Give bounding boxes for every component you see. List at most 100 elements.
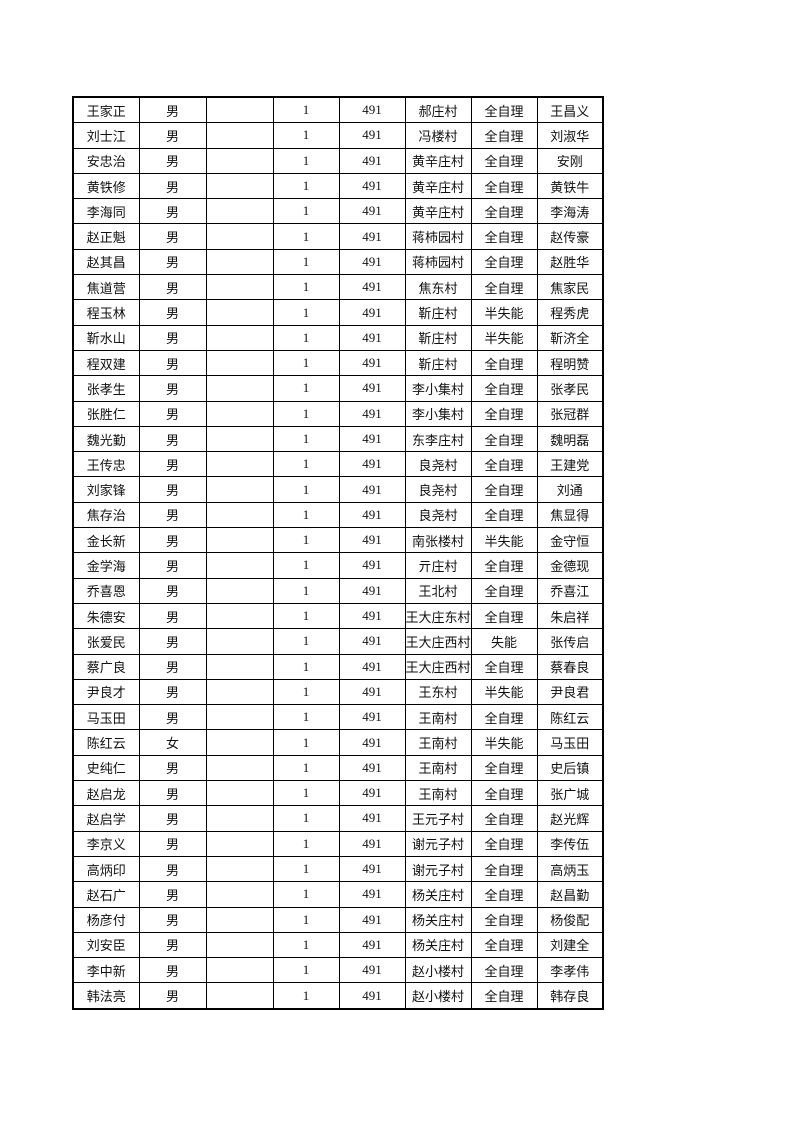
gender-cell: 男 xyxy=(138,628,207,655)
blank-cell xyxy=(205,299,274,326)
status-cell: 全自理 xyxy=(470,982,538,1010)
name-cell: 安忠治 xyxy=(72,147,140,174)
gender-cell: 男 xyxy=(138,147,207,174)
gender-cell: 男 xyxy=(138,349,207,377)
amount-cell: 491 xyxy=(338,274,406,301)
count-cell: 1 xyxy=(272,476,340,503)
amount-cell: 491 xyxy=(338,780,406,807)
name-cell: 王传忠 xyxy=(72,451,140,478)
gender-cell: 男 xyxy=(138,678,207,706)
amount-cell: 491 xyxy=(338,527,406,554)
name-cell: 靳水山 xyxy=(72,324,140,351)
blank-cell xyxy=(205,805,274,832)
name-cell: 刘家锋 xyxy=(72,476,140,503)
name-cell: 刘安臣 xyxy=(72,931,140,959)
status-cell: 全自理 xyxy=(470,96,538,124)
village-cell: 王南村 xyxy=(404,754,472,782)
amount-cell: 491 xyxy=(338,628,406,655)
amount-cell: 491 xyxy=(338,96,406,124)
status-cell: 全自理 xyxy=(470,780,538,807)
table-row: 杨彦付男 1 491 杨关庄村 全自理 杨俊配 xyxy=(72,906,604,933)
status-cell: 半失能 xyxy=(470,324,538,351)
count-cell: 1 xyxy=(272,552,340,579)
count-cell: 1 xyxy=(272,754,340,782)
blank-cell xyxy=(205,577,274,604)
count-cell: 1 xyxy=(272,122,340,149)
table-row: 赵启龙男 1 491 王南村 全自理 张广城 xyxy=(72,780,604,807)
status-cell: 全自理 xyxy=(470,375,538,402)
gender-cell: 女 xyxy=(138,729,207,756)
gender-cell: 男 xyxy=(138,881,207,908)
name-cell: 程玉林 xyxy=(72,299,140,326)
village-cell: 良尧村 xyxy=(404,451,472,478)
name-cell: 尹良才 xyxy=(72,678,140,706)
gender-cell: 男 xyxy=(138,172,207,200)
status-cell: 全自理 xyxy=(470,855,538,883)
gender-cell: 男 xyxy=(138,223,207,250)
amount-cell: 491 xyxy=(338,425,406,453)
table-row: 赵石广男 1 491 杨关庄村 全自理 赵昌勤 xyxy=(72,881,604,908)
gender-cell: 男 xyxy=(138,780,207,807)
status-cell: 全自理 xyxy=(470,349,538,377)
village-cell: 赵小楼村 xyxy=(404,957,472,984)
count-cell: 1 xyxy=(272,527,340,554)
table-row: 尹良才男 1 491 王东村 半失能 尹良君 xyxy=(72,678,604,706)
blank-cell xyxy=(205,653,274,680)
count-cell: 1 xyxy=(272,729,340,756)
status-cell: 全自理 xyxy=(470,476,538,503)
blank-cell xyxy=(205,425,274,453)
guardian-cell: 李海涛 xyxy=(536,198,604,225)
count-cell: 1 xyxy=(272,653,340,680)
table-row: 李海同男 1 491 黄辛庄村 全自理 李海涛 xyxy=(72,198,604,225)
status-cell: 半失能 xyxy=(470,299,538,326)
amount-cell: 491 xyxy=(338,223,406,250)
table-row: 赵启学男 1 491 王元子村 全自理 赵光辉 xyxy=(72,805,604,832)
status-cell: 全自理 xyxy=(470,223,538,250)
village-cell: 靳庄村 xyxy=(404,349,472,377)
amount-cell: 491 xyxy=(338,172,406,200)
guardian-cell: 王建党 xyxy=(536,451,604,478)
name-cell: 王家正 xyxy=(72,96,140,124)
gender-cell: 男 xyxy=(138,805,207,832)
village-cell: 王元子村 xyxy=(404,805,472,832)
name-cell: 赵正魁 xyxy=(72,223,140,250)
name-cell: 陈红云 xyxy=(72,729,140,756)
guardian-cell: 李孝伟 xyxy=(536,957,604,984)
count-cell: 1 xyxy=(272,451,340,478)
blank-cell xyxy=(205,501,274,529)
guardian-cell: 尹良君 xyxy=(536,678,604,706)
status-cell: 全自理 xyxy=(470,274,538,301)
count-cell: 1 xyxy=(272,602,340,630)
guardian-cell: 张冠群 xyxy=(536,400,604,427)
blank-cell xyxy=(205,628,274,655)
village-cell: 良尧村 xyxy=(404,476,472,503)
status-cell: 全自理 xyxy=(470,122,538,149)
guardian-cell: 蔡春良 xyxy=(536,653,604,680)
blank-cell xyxy=(205,552,274,579)
status-cell: 全自理 xyxy=(470,147,538,174)
count-cell: 1 xyxy=(272,855,340,883)
village-cell: 黄辛庄村 xyxy=(404,172,472,200)
village-cell: 王大庄西村 xyxy=(404,628,472,655)
table-row: 朱德安男 1 491 王大庄东村 全自理 朱启祥 xyxy=(72,602,604,630)
amount-cell: 491 xyxy=(338,501,406,529)
village-cell: 谢元子村 xyxy=(404,855,472,883)
name-cell: 程双建 xyxy=(72,349,140,377)
guardian-cell: 王昌义 xyxy=(536,96,604,124)
amount-cell: 491 xyxy=(338,577,406,604)
village-cell: 王南村 xyxy=(404,780,472,807)
village-cell: 蒋柿园村 xyxy=(404,248,472,276)
count-cell: 1 xyxy=(272,96,340,124)
table-row: 赵正魁男 1 491 蒋柿园村 全自理 赵传豪 xyxy=(72,223,604,250)
count-cell: 1 xyxy=(272,274,340,301)
gender-cell: 男 xyxy=(138,400,207,427)
village-cell: 王南村 xyxy=(404,729,472,756)
blank-cell xyxy=(205,375,274,402)
gender-cell: 男 xyxy=(138,476,207,503)
name-cell: 焦存治 xyxy=(72,501,140,529)
gender-cell: 男 xyxy=(138,982,207,1010)
table-row: 韩法亮男 1 491 赵小楼村 全自理 韩存良 xyxy=(72,982,604,1010)
count-cell: 1 xyxy=(272,198,340,225)
gender-cell: 男 xyxy=(138,653,207,680)
gender-cell: 男 xyxy=(138,830,207,857)
